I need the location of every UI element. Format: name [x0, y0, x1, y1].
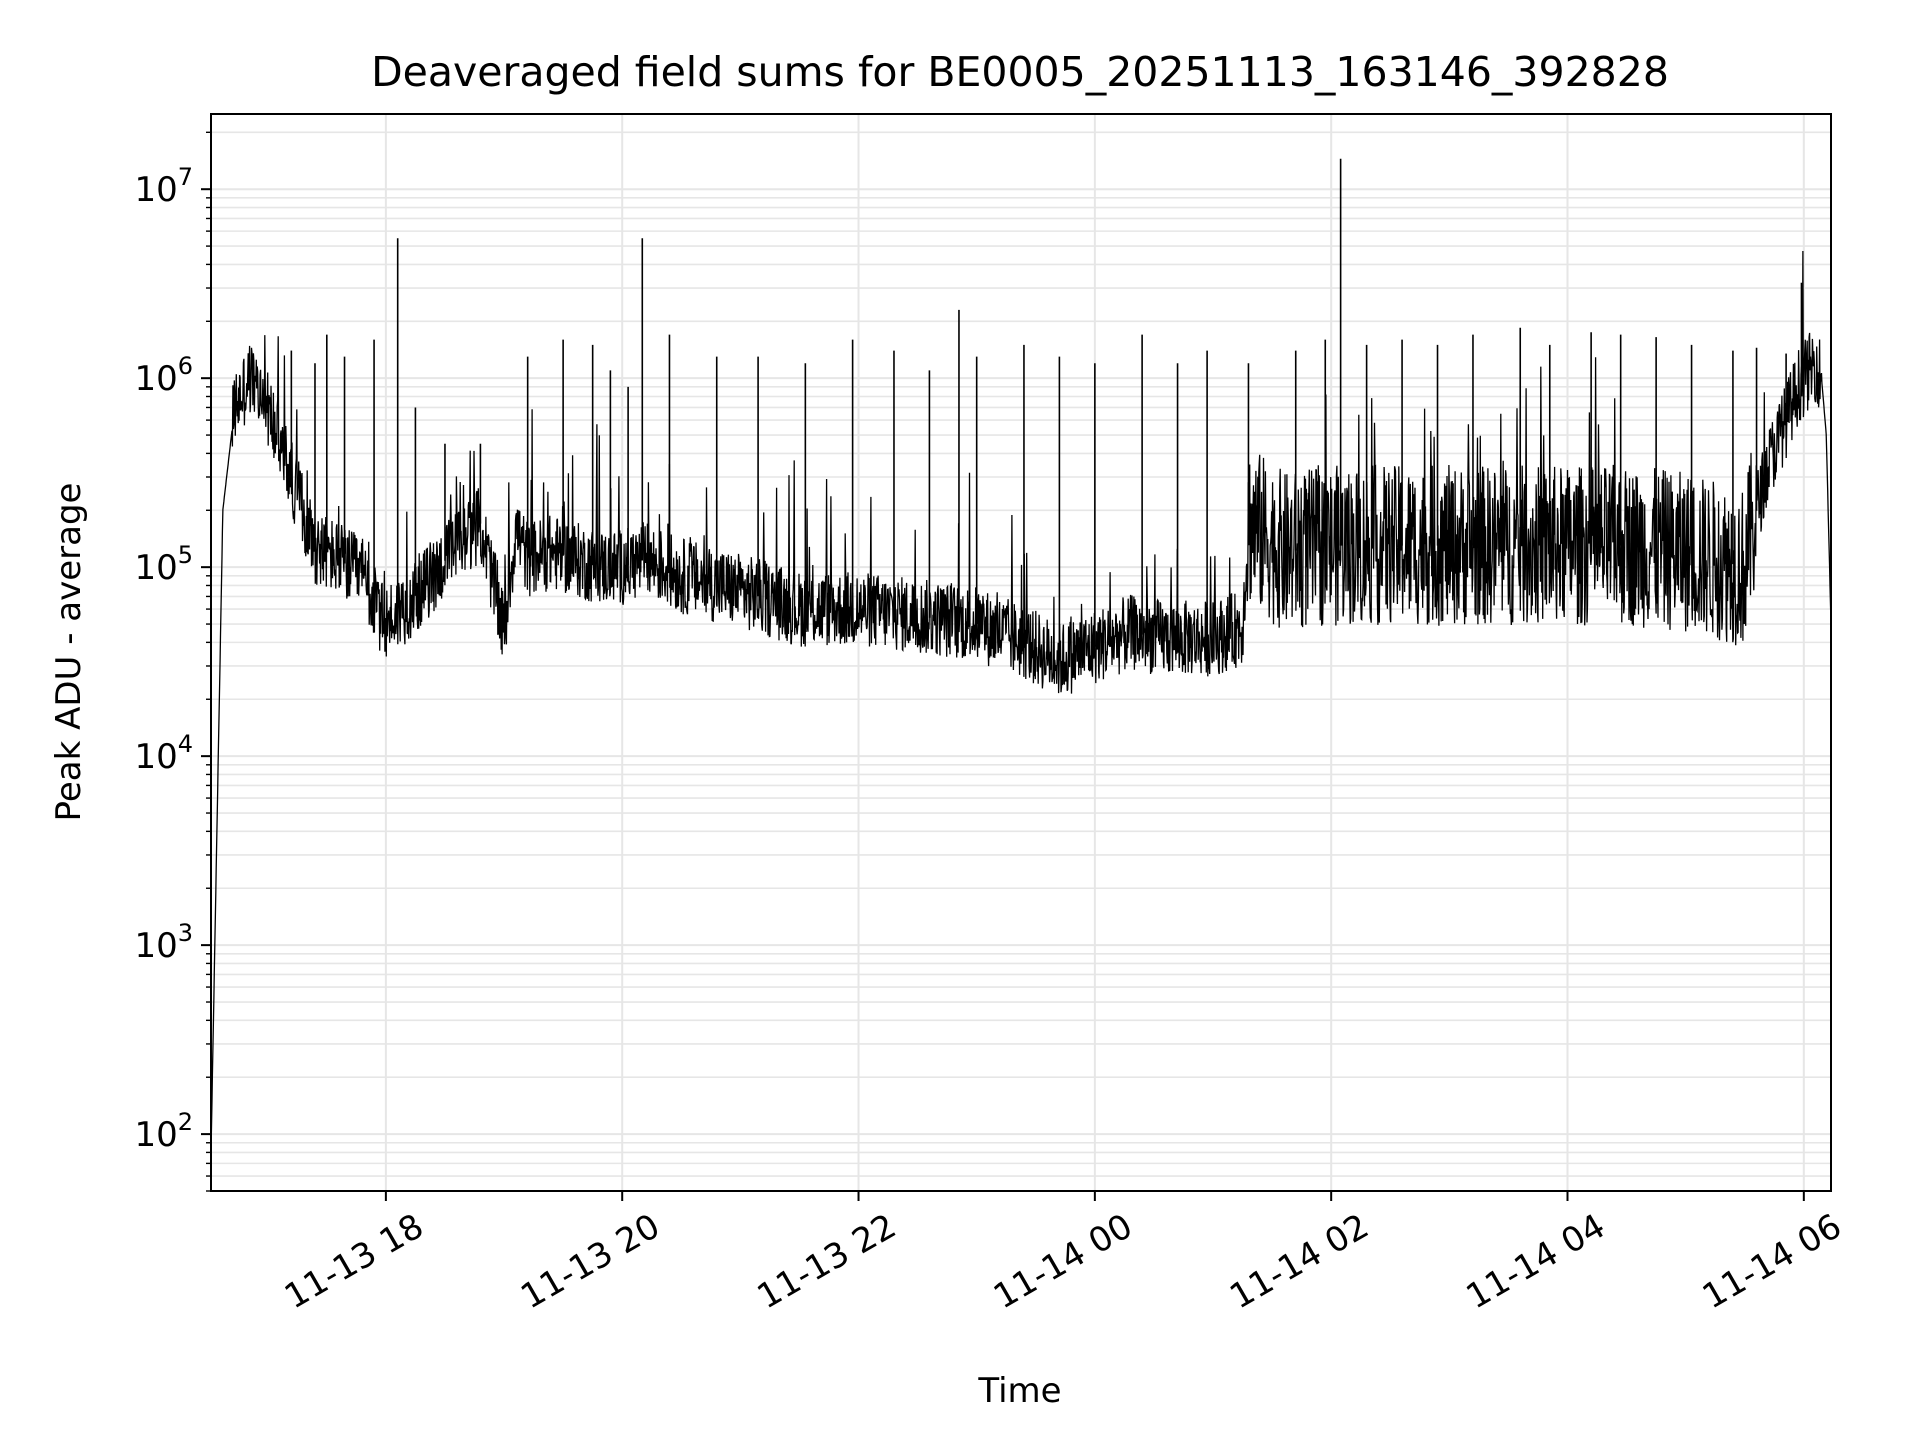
y-tick-label: 102 [134, 1108, 193, 1155]
plot-frame [210, 113, 1832, 1192]
y-tick-label: 106 [134, 352, 193, 399]
grid-lines [211, 114, 1831, 1192]
y-tick-label: 105 [134, 541, 193, 588]
y-axis-ticks: 102 103 104 105 106 107 [134, 131, 211, 1192]
y-tick-label: 107 [134, 163, 193, 210]
x-axis-label: Time [977, 1371, 1061, 1411]
y-axis-label: Peak ADU - average [49, 483, 89, 822]
y-tick-label: 104 [134, 730, 193, 777]
data-series [210, 158, 1832, 1153]
chart-title: Deaveraged field sums for BE0005_2025111… [371, 48, 1669, 96]
y-tick-label: 103 [134, 919, 193, 966]
series-line [210, 250, 1832, 1153]
